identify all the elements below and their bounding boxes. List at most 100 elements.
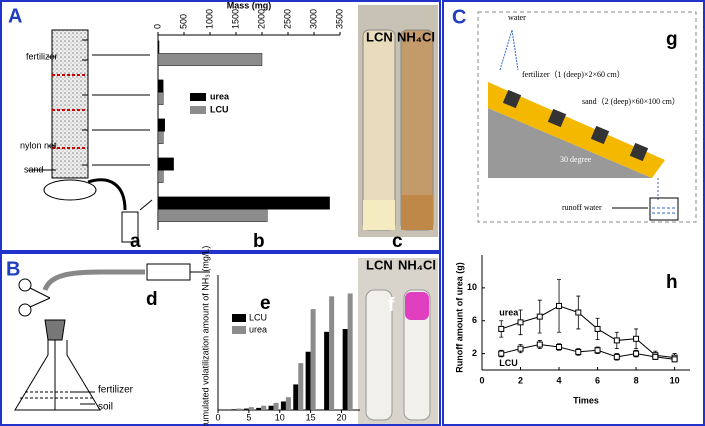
x-tick-label: 3500 xyxy=(334,9,344,29)
panel-label: A xyxy=(8,5,22,27)
x-tick-label: 1500 xyxy=(230,9,240,29)
legend-label: urea xyxy=(249,324,267,334)
marker xyxy=(517,319,524,326)
bar xyxy=(231,409,237,410)
bar xyxy=(273,402,279,410)
bar xyxy=(268,405,274,410)
photo-label: LCN xyxy=(366,29,393,44)
diagram-label: fertilizer xyxy=(98,385,134,396)
panel-label: f xyxy=(388,295,395,316)
x-tick-label: 500 xyxy=(178,14,188,29)
x-tick-label: 10 xyxy=(670,375,680,385)
bar xyxy=(298,363,304,410)
diagram-label: soil xyxy=(98,402,113,413)
x-tick-label: 1000 xyxy=(204,9,214,29)
bar xyxy=(157,209,268,223)
x-tick-label: 0 xyxy=(479,375,484,385)
bar xyxy=(157,131,164,145)
panel-label: C xyxy=(452,6,466,28)
bar xyxy=(157,157,174,171)
marker xyxy=(652,353,659,360)
bar xyxy=(256,407,262,410)
bar xyxy=(305,351,311,410)
series-line xyxy=(501,344,675,360)
diagram-g: water fertilizer（1 (deep)×2×60 cm） sand（… xyxy=(477,11,697,223)
bar xyxy=(157,40,160,54)
photo-f: LCN NH₄Cl xyxy=(358,257,438,424)
x-tick-label: 8 xyxy=(634,375,639,385)
diagram-label: fertilizer（1 (deep)×2×60 cm） xyxy=(522,70,625,79)
photo-label: NH₄Cl xyxy=(397,29,435,44)
marker xyxy=(613,337,620,344)
y-tick-label: 10 xyxy=(467,282,477,292)
marker xyxy=(633,335,640,342)
x-tick-label: 20 xyxy=(336,412,346,422)
marker xyxy=(594,347,601,354)
bar xyxy=(310,309,316,410)
marker xyxy=(575,309,582,316)
photo-label: NH₄Cl xyxy=(398,257,436,272)
bar xyxy=(342,329,348,410)
y-axis-label: Runoff amount of urea (g) xyxy=(454,262,464,372)
x-tick-label: 0 xyxy=(152,24,162,29)
bar xyxy=(157,196,330,210)
x-tick-label: 5 xyxy=(246,412,251,422)
marker xyxy=(517,345,524,352)
photo-label: LCN xyxy=(366,257,393,272)
marker xyxy=(556,344,563,350)
series-label: LCU xyxy=(499,358,518,368)
diagram-label: nylon net xyxy=(20,140,57,150)
legend-swatch xyxy=(232,326,246,334)
panel-label: h xyxy=(666,272,678,293)
x-tick-label: 3000 xyxy=(308,9,318,29)
x-tick-label: 2500 xyxy=(282,9,292,29)
marker xyxy=(556,302,563,309)
panel-frame xyxy=(0,0,441,252)
marker xyxy=(594,325,601,332)
marker xyxy=(536,313,543,320)
bar xyxy=(157,92,164,106)
diagram-a: fertilizer nylon net sand xyxy=(20,29,153,243)
x-axis-label: Times xyxy=(573,395,599,405)
marker xyxy=(536,341,543,348)
diagram-label: 30 degree xyxy=(560,155,592,164)
panel-label: e xyxy=(260,293,271,314)
x-tick-label: 15 xyxy=(306,412,316,422)
bar xyxy=(261,405,267,410)
marker xyxy=(575,348,582,355)
y-tick-label: 6 xyxy=(472,315,477,325)
panel-frame xyxy=(0,252,441,426)
bar xyxy=(157,118,165,132)
legend-swatch xyxy=(190,93,206,101)
panel-label: B xyxy=(6,258,20,280)
series-line xyxy=(501,305,675,359)
diagram-label: water xyxy=(508,13,526,22)
y-tick-label: 2 xyxy=(472,348,477,358)
y-axis-label: Accumulated volatilization amount of NH₃… xyxy=(200,246,210,426)
x-axis-label: Time (day) xyxy=(267,424,312,426)
legend-swatch xyxy=(232,314,246,322)
legend-label: urea xyxy=(210,91,230,101)
bar xyxy=(285,397,291,410)
diagram-label: runoff water xyxy=(562,203,602,212)
panel-label: b xyxy=(253,231,265,252)
photo-c: LCN NH₄Cl xyxy=(358,5,438,237)
x-tick-label: 0 xyxy=(215,412,220,422)
diagram-label: sand（2 (deep)×60×100 cm） xyxy=(582,97,680,106)
bar xyxy=(157,79,164,93)
bar xyxy=(243,408,249,410)
bar xyxy=(280,401,286,410)
bar xyxy=(157,170,164,184)
panel-label: a xyxy=(130,231,141,252)
panel-label: g xyxy=(666,29,678,50)
x-tick-label: 10 xyxy=(275,412,285,422)
bar xyxy=(347,293,353,410)
diagram-label: fertilizer xyxy=(26,51,58,61)
marker xyxy=(498,325,505,332)
diagram-label: sand xyxy=(24,164,44,174)
panel-label: d xyxy=(146,289,158,310)
panel-label: c xyxy=(392,231,403,252)
panel-frame xyxy=(442,0,705,426)
bar xyxy=(324,331,330,410)
